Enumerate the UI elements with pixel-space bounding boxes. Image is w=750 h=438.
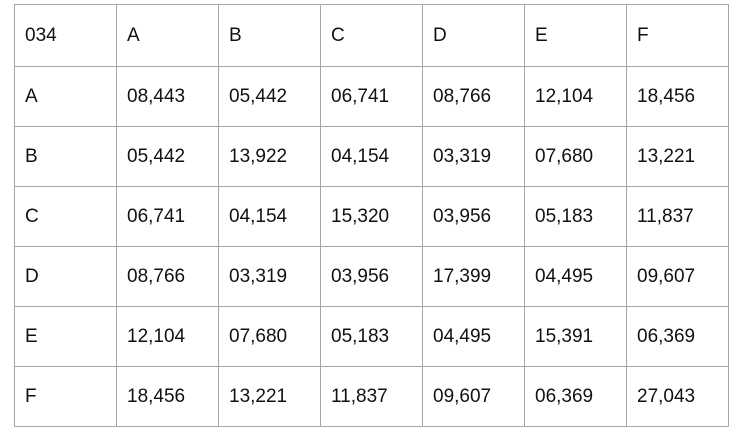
table-cell: 07,680 — [524, 126, 627, 187]
header-cell: C — [320, 4, 423, 67]
header-cell: C — [14, 186, 117, 247]
table-cell: 05,183 — [524, 186, 627, 247]
data-table: 034 A B C D E F A 08,443 05,442 06,741 08,766 12,104… — [14, 4, 729, 427]
header-cell: F — [626, 4, 729, 67]
table-cell: 04,154 — [320, 126, 423, 187]
table-cell: 18,456 — [626, 66, 729, 127]
table-row: C 06,741 04,154 15,320 03,956 05,183 11,837 — [14, 186, 729, 247]
table-cell: 09,607 — [422, 366, 525, 427]
header-cell: D — [14, 246, 117, 307]
table-cell: 05,183 — [320, 306, 423, 367]
table-row: E 12,104 07,680 05,183 04,495 15,391 06,369 — [14, 306, 729, 367]
table-cell: 03,956 — [320, 246, 423, 307]
table-cell: 03,319 — [422, 126, 525, 187]
table-row: B 05,442 13,922 04,154 03,319 07,680 13,221 — [14, 126, 729, 187]
header-cell: F — [14, 366, 117, 427]
table-cell: 15,320 — [320, 186, 423, 247]
table-cell: 07,680 — [218, 306, 321, 367]
header-cell: B — [14, 126, 117, 187]
header-cell: D — [422, 4, 525, 67]
table-cell: 12,104 — [116, 306, 219, 367]
table-cell: 08,443 — [116, 66, 219, 127]
table-cell: 18,456 — [116, 366, 219, 427]
table-container: 034 A B C D E F A 08,443 05,442 06,741 08,766 12,104… — [14, 4, 729, 427]
table-cell: 13,221 — [218, 366, 321, 427]
table-cell: 05,442 — [218, 66, 321, 127]
table-cell: 04,495 — [422, 306, 525, 367]
header-row: 034 A B C D E F — [14, 4, 729, 67]
header-cell: A — [14, 66, 117, 127]
table-cell: 06,741 — [116, 186, 219, 247]
header-cell: E — [14, 306, 117, 367]
table-cell: 11,837 — [626, 186, 729, 247]
table-cell: 03,956 — [422, 186, 525, 247]
table-cell: 12,104 — [524, 66, 627, 127]
header-cell: E — [524, 4, 627, 67]
table-cell: 13,221 — [626, 126, 729, 187]
table-cell: 06,741 — [320, 66, 423, 127]
table-cell: 05,442 — [116, 126, 219, 187]
table-row: F 18,456 13,221 11,837 09,607 06,369 27,043 — [14, 366, 729, 427]
table-cell: 11,837 — [320, 366, 423, 427]
table-row: A 08,443 05,442 06,741 08,766 12,104 18,456 — [14, 66, 729, 127]
table-cell: 15,391 — [524, 306, 627, 367]
table-row: D 08,766 03,319 03,956 17,399 04,495 09,607 — [14, 246, 729, 307]
table-cell: 17,399 — [422, 246, 525, 307]
table-cell: 04,154 — [218, 186, 321, 247]
table-cell: 06,369 — [524, 366, 627, 427]
table-cell: 13,922 — [218, 126, 321, 187]
table-cell: 08,766 — [116, 246, 219, 307]
table-cell: 09,607 — [626, 246, 729, 307]
table-cell: 03,319 — [218, 246, 321, 307]
table-cell: 06,369 — [626, 306, 729, 367]
header-cell: B — [218, 4, 321, 67]
table-cell: 08,766 — [422, 66, 525, 127]
table-cell: 04,495 — [524, 246, 627, 307]
header-cell: A — [116, 4, 219, 67]
table-cell: 27,043 — [626, 366, 729, 427]
header-cell: 034 — [14, 4, 117, 67]
